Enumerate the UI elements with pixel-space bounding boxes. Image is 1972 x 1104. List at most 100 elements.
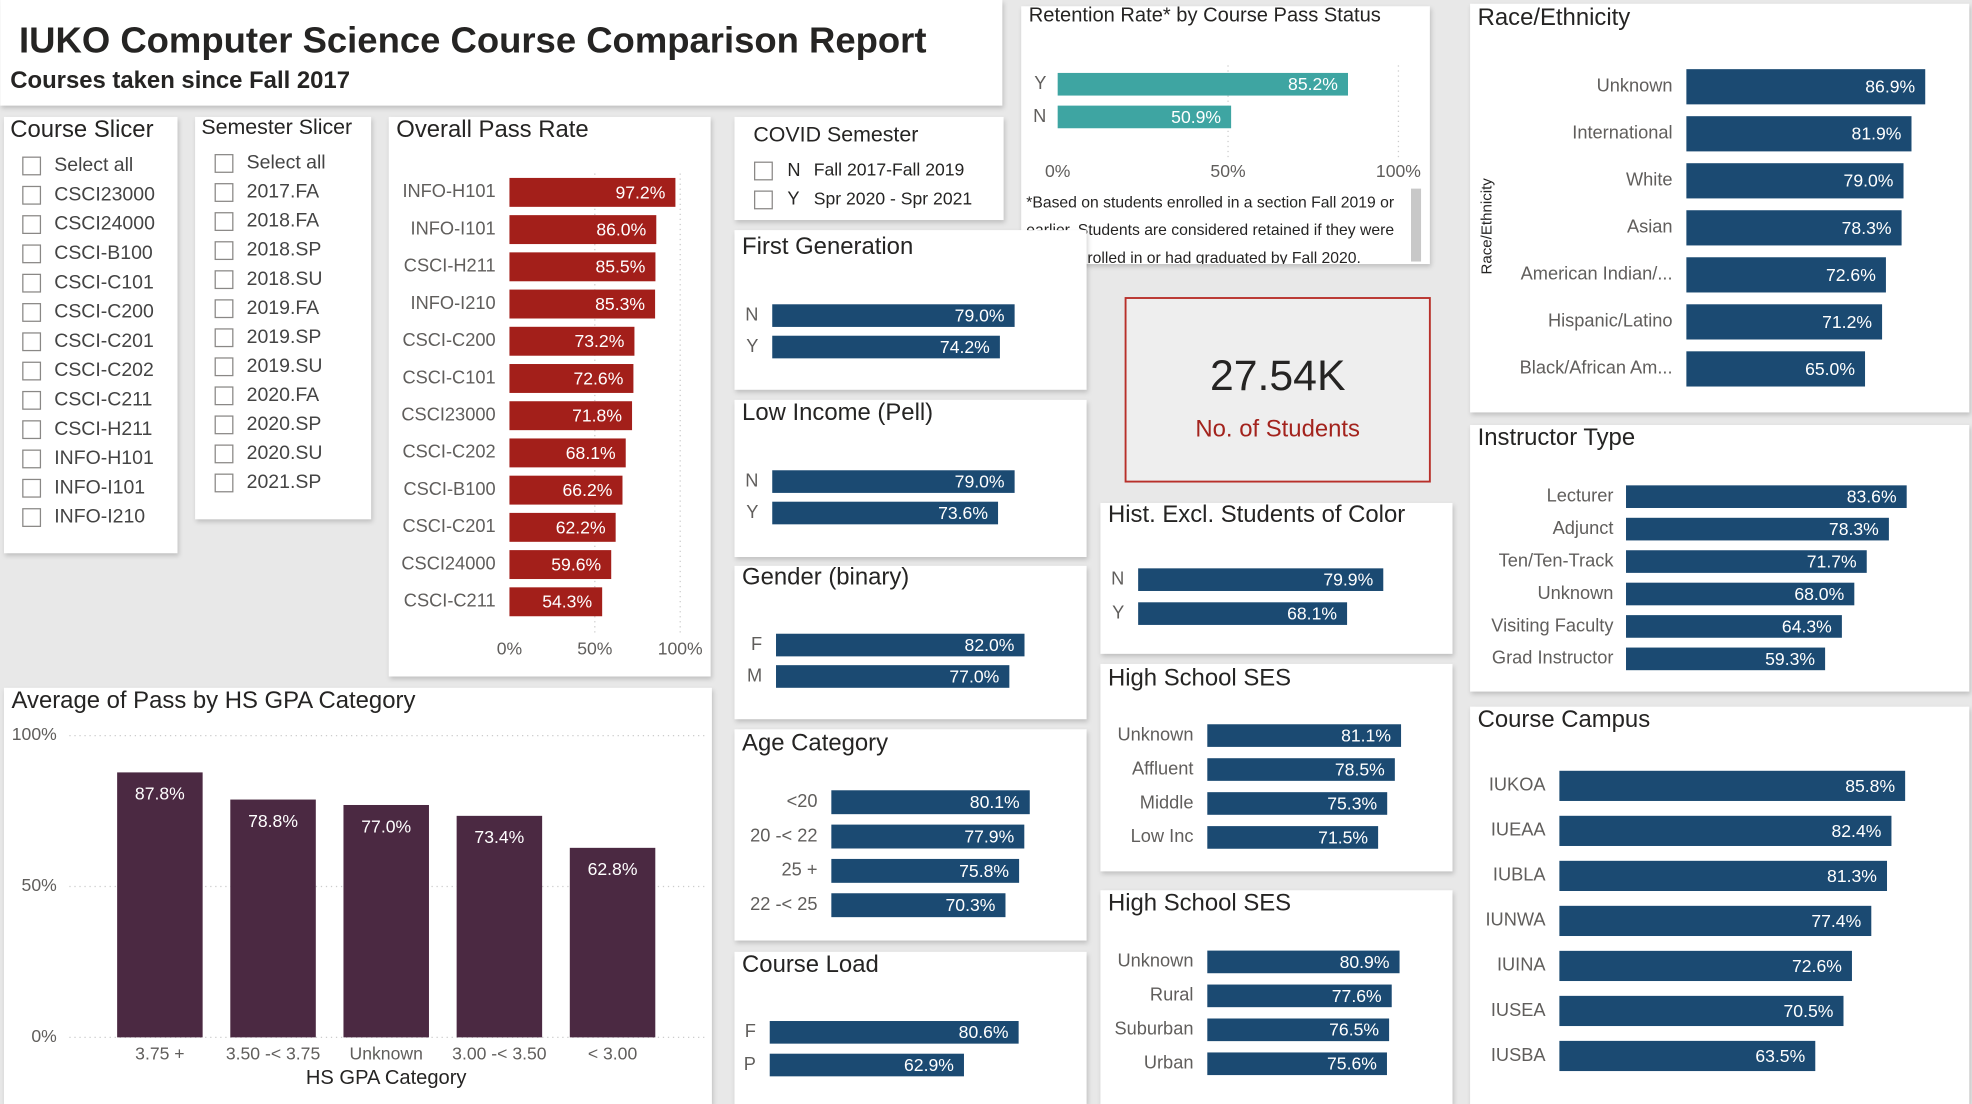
category-label: Unknown [1597,75,1673,96]
slicer-item[interactable]: INFO-I210 [54,506,145,528]
category-label: Unknown [1537,582,1613,603]
slicer-checkbox[interactable] [214,473,234,493]
slicer-item[interactable]: 2020.SU [247,442,323,464]
x-tick-label: 3.50 -< 3.75 [226,1044,321,1064]
slicer-checkbox[interactable] [214,212,234,231]
slicer-checkbox[interactable] [754,190,773,210]
value-label: 77.4% [1811,911,1861,931]
bar [1207,724,1402,747]
slicer-checkbox[interactable] [214,241,234,261]
slicer-item[interactable]: CSCI-C211 [54,388,152,410]
slicer-item[interactable]: Select all [54,154,133,176]
value-label: 74.2% [940,337,990,357]
category-label: Affluent [1132,757,1193,778]
slicer-item[interactable]: CSCI-C201 [54,330,154,352]
slicer-item[interactable]: 2018.SU [247,268,323,290]
slicer-checkbox[interactable] [22,390,42,410]
chart-title: Retention Rate* by Course Pass Status [1029,5,1381,27]
value-label: 78.8% [248,811,298,831]
slicer-checkbox[interactable] [754,161,773,181]
slicer-checkbox[interactable] [214,183,234,202]
slicer-checkbox[interactable] [214,270,234,290]
bar [769,1021,1019,1044]
slicer-checkbox[interactable] [22,361,42,381]
value-label: 62.2% [556,517,606,537]
slicer-item[interactable]: CSCI23000 [54,183,155,205]
slicer-item[interactable]: 2019.FA [247,297,320,319]
slicer-code[interactable]: Y [787,188,799,209]
category-label: American Indian/... [1521,263,1673,284]
value-label: 50.9% [1171,107,1221,127]
value-label: 85.3% [595,294,645,314]
slicer-checkbox[interactable] [22,303,42,322]
slicer-item[interactable]: 2017.FA [247,181,320,203]
slicer-item[interactable]: 2019.SP [247,326,322,348]
slicer-checkbox[interactable] [22,449,42,469]
slicer-checkbox[interactable] [214,415,234,435]
value-label: 75.8% [959,861,1009,881]
slicer-checkbox[interactable] [22,273,42,293]
slicer-checkbox[interactable] [22,185,42,205]
slicer-checkbox[interactable] [214,386,234,406]
category-label: 20 -< 22 [750,824,817,845]
slicer-checkbox[interactable] [22,244,42,264]
category-label: Suburban [1114,1018,1193,1039]
slicer-item[interactable]: Spr 2020 - Spr 2021 [814,189,972,209]
x-axis-label: HS GPA Category [306,1067,468,1089]
slicer-item[interactable]: INFO-I101 [54,476,145,498]
chart-title: High School SES [1108,889,1291,916]
category-label: Adjunct [1553,517,1614,538]
slicer-checkbox[interactable] [22,508,42,527]
slicer-item[interactable]: 2018.SP [247,239,322,261]
slicer-item[interactable]: CSCI-C200 [54,301,154,323]
y-tick-label: 50% [22,875,58,895]
slicer-checkbox[interactable] [214,444,234,464]
slicer-item[interactable]: CSCI-C101 [54,271,154,293]
slicer-checkbox[interactable] [214,328,234,348]
kpi-value: 27.54K [1210,352,1346,400]
slicer-checkbox[interactable] [214,357,234,377]
slicer-item[interactable]: 2018.FA [247,210,320,232]
slicer-item[interactable]: 2019.SU [247,355,323,377]
category-label: Hispanic/Latino [1548,310,1673,331]
category-label: Lecturer [1547,484,1614,505]
bar [772,335,1000,359]
slicer-checkbox[interactable] [214,299,234,319]
slicer-item[interactable]: Fall 2017-Fall 2019 [814,160,965,180]
chart-title: Course Campus [1478,706,1651,733]
chart-title: Average of Pass by HS GPA Category [12,687,416,714]
slicer-item[interactable]: 2021.SP [247,471,322,493]
slicer-item[interactable]: INFO-H101 [54,447,154,469]
bar [1686,163,1904,199]
category-label: 25 + [782,859,818,880]
category-label: Y [1034,72,1046,93]
slicer-item[interactable]: CSCI24000 [54,213,155,235]
category-label: CSCI-B100 [403,478,495,499]
slicer-checkbox[interactable] [22,478,42,498]
slicer-code[interactable]: N [787,159,800,180]
category-label: International [1572,122,1672,143]
category-label: Middle [1140,791,1194,812]
slicer-checkbox[interactable] [22,156,42,176]
bar [1207,826,1379,849]
value-label: 73.4% [474,827,524,847]
slicer-checkbox[interactable] [22,420,42,440]
slicer-item[interactable]: CSCI-C202 [54,359,154,381]
slicer-checkbox[interactable] [22,215,42,235]
value-label: 79.0% [955,306,1005,326]
slicer-checkbox[interactable] [22,332,42,352]
category-label: Y [746,501,758,522]
bar [509,475,623,505]
category-label: F [745,1020,756,1041]
slicer-checkbox[interactable] [214,154,234,173]
slicer-item[interactable]: Select all [247,152,326,174]
slicer-item[interactable]: CSCI-B100 [54,242,153,264]
category-label: IUSBA [1491,1044,1547,1065]
header-panel [0,0,1003,106]
value-label: 80.6% [959,1022,1009,1042]
slicer-item[interactable]: 2020.SP [247,413,322,435]
bar [831,790,1030,815]
bar [117,772,203,1038]
slicer-item[interactable]: 2020.FA [247,384,320,406]
slicer-item[interactable]: CSCI-H211 [54,418,152,440]
